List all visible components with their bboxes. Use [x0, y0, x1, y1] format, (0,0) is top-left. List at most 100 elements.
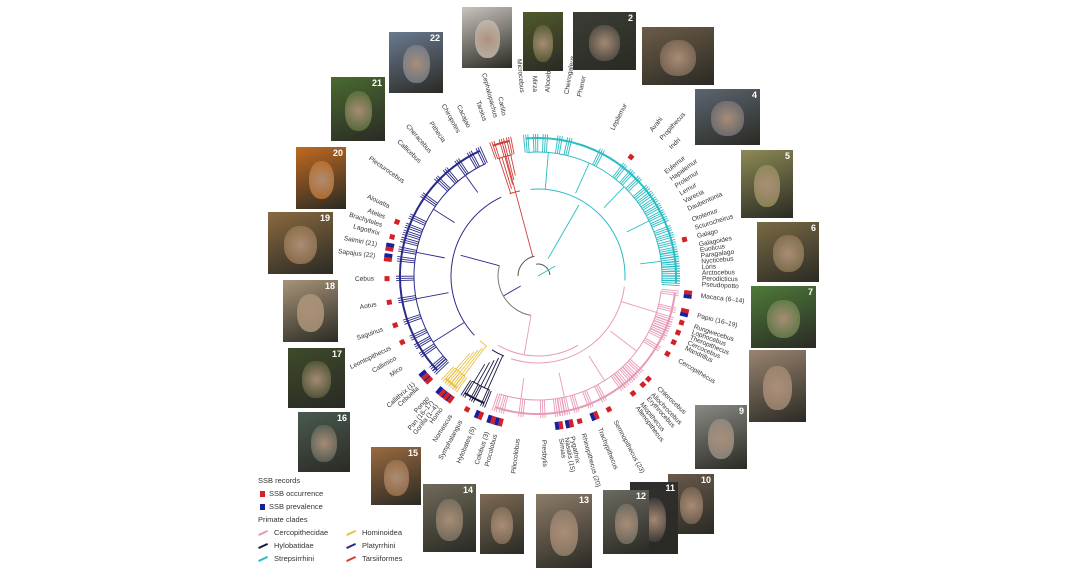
photo-number: 22	[429, 33, 440, 43]
strepsirrhini-internal-branch	[603, 186, 625, 208]
tip-branch	[582, 391, 590, 409]
tip-branch	[642, 200, 659, 211]
tip-branch	[661, 290, 679, 294]
tip-branch	[634, 186, 649, 199]
tip-branch	[414, 337, 431, 348]
legend: SSB records SSB occurrence SSB prevalenc…	[258, 474, 426, 565]
tip-branch	[397, 256, 416, 260]
tip-branch	[660, 251, 678, 256]
clade-line-swatch	[346, 555, 356, 562]
clade-label: Hominoidea	[362, 528, 403, 537]
photo-number: 17	[331, 349, 342, 359]
platyrrhini-internal-branch	[433, 208, 455, 224]
tip-branch	[620, 170, 634, 185]
strepsirrhini-stem	[548, 265, 556, 271]
tip-branch	[402, 233, 420, 240]
clade-line-swatch	[258, 555, 268, 562]
tip-branch	[643, 341, 659, 352]
primate-photo: 20	[296, 147, 346, 209]
primate-face	[344, 91, 372, 131]
ssb-occurrence-marker	[576, 418, 583, 425]
taxon-label: Tarsius	[474, 100, 488, 123]
tip-branch	[498, 139, 505, 157]
primate-face	[436, 498, 463, 542]
tip-branch	[649, 213, 666, 222]
tarsiiformes-stem	[502, 146, 534, 257]
tip-branch	[525, 134, 528, 153]
tip-branch	[498, 395, 505, 413]
occurrence-swatch	[260, 490, 265, 497]
tip-branch	[491, 393, 499, 411]
tip-branch	[468, 151, 479, 168]
tip-branch	[613, 163, 626, 179]
tip-branch	[408, 217, 425, 226]
taxon-label: Trachypithecus	[596, 427, 619, 472]
tip-branch	[552, 398, 556, 417]
platyrrhini-internal-branch	[416, 251, 445, 259]
primate-photo: 9	[695, 405, 747, 469]
hominoidea-internal-branch	[461, 347, 483, 375]
taxon-label: Avahi	[649, 116, 665, 134]
tip-branch	[649, 329, 666, 339]
taxon-label: Aotus	[359, 301, 378, 311]
tip-branch	[398, 246, 417, 251]
tip-branch	[437, 175, 451, 189]
tip-branch	[619, 168, 632, 183]
tip-branch	[398, 248, 417, 253]
tip-branch	[397, 295, 416, 299]
tip-branch	[406, 222, 424, 231]
taxon-label: Phaner	[576, 74, 588, 97]
photo-number: 20	[332, 148, 343, 158]
tip-branch	[430, 357, 445, 370]
tip-branch	[435, 361, 449, 375]
tip-branch	[410, 329, 427, 339]
clade-label: Strepsirrhini	[274, 554, 315, 563]
taxon-label: Simias	[557, 438, 567, 459]
primate-photo: 6	[757, 222, 819, 282]
primate-face	[763, 365, 792, 411]
primate-photo: 16	[298, 412, 350, 472]
primate-photo	[523, 12, 563, 71]
taxon-label: Allocebus	[544, 63, 553, 93]
tip-branch	[640, 196, 657, 208]
tip-branch	[502, 138, 509, 156]
primate-face	[308, 160, 334, 200]
catarrhini-platyrrhini-arc	[497, 265, 532, 316]
tip-branch	[558, 136, 563, 154]
taxon-label: Loris	[702, 263, 717, 271]
legend-prevalence: SSB prevalence	[258, 500, 426, 513]
tip-branch	[400, 238, 419, 245]
clade-line-swatch	[346, 529, 356, 536]
tip-branch	[541, 399, 544, 418]
tip-branch	[402, 314, 421, 321]
tip-branch	[659, 246, 678, 251]
tip-branch	[456, 159, 468, 175]
tip-branch	[657, 236, 675, 243]
ssb-occurrence-marker	[627, 153, 635, 161]
tip-branch	[628, 360, 643, 374]
tip-branch	[398, 250, 417, 255]
ssb-occurrence-marker	[678, 319, 685, 326]
strepsirrhini-clade-arc	[527, 151, 663, 283]
tip-branch	[622, 171, 635, 186]
primate-face	[533, 24, 553, 62]
primate-face	[383, 459, 409, 496]
primate-face	[302, 361, 331, 399]
tip-branch	[420, 196, 436, 207]
hominoidea-internal-branch	[457, 351, 475, 372]
tip-branch	[479, 146, 488, 163]
taxon-label: Arctocebus	[702, 269, 736, 277]
tip-branch	[404, 317, 422, 325]
tip-branch	[520, 399, 524, 417]
tip-branch	[651, 217, 668, 226]
strepsirrhini-internal-branch	[640, 260, 662, 265]
tip-branch	[656, 312, 674, 319]
tip-branch	[402, 231, 421, 239]
tip-branch	[502, 396, 509, 414]
tip-branch	[398, 297, 416, 302]
tip-branch	[559, 398, 564, 416]
tip-branch	[433, 360, 448, 374]
tip-branch	[441, 366, 454, 381]
tip-branch	[432, 358, 447, 372]
